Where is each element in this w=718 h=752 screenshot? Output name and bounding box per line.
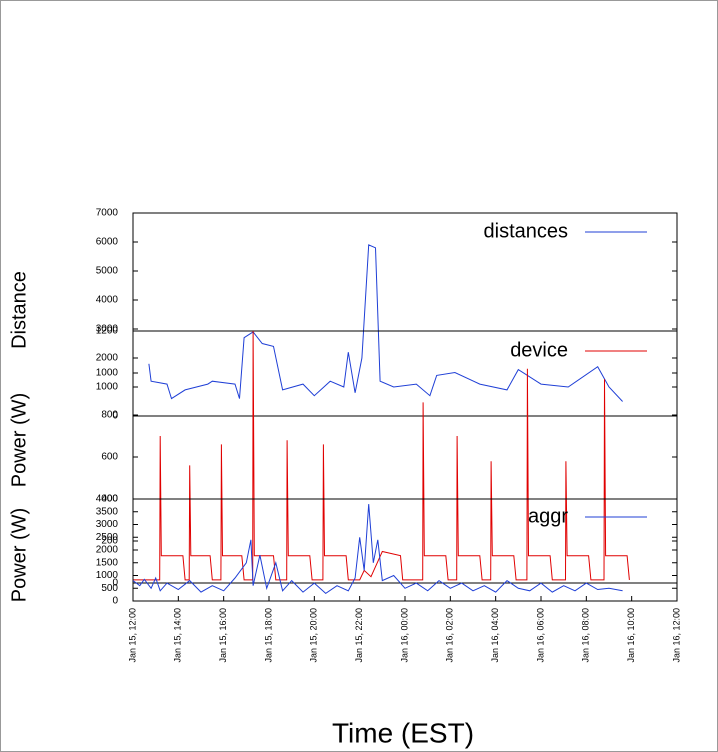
y-tick-label: 2000	[96, 353, 119, 364]
y-tick-label: 400	[101, 494, 118, 505]
x-tick-label: Jan 16, 06:00	[535, 608, 545, 663]
y-tick-label: 600	[101, 452, 118, 463]
series-line	[132, 504, 623, 595]
y-tick-label: 0	[112, 578, 118, 589]
y-tick-label: 3000	[96, 324, 119, 335]
legend-label: distances	[484, 220, 569, 242]
y-tick-label: 1000	[96, 382, 119, 393]
x-tick-label: Jan 16, 08:00	[581, 608, 591, 663]
x-axis-label: Time (EST)	[332, 717, 474, 748]
y-tick-label: 0	[112, 596, 118, 607]
legend-label: aggr	[528, 505, 568, 527]
series-line	[148, 244, 623, 402]
y-tick-label: 1000	[96, 570, 119, 581]
x-tick-label: Jan 15, 22:00	[354, 608, 364, 663]
x-tick-label: Jan 15, 12:00	[127, 608, 137, 663]
y-tick-label: 7000	[96, 208, 119, 219]
y-tick-label: 3500	[96, 506, 119, 517]
legend-label: device	[510, 339, 568, 361]
x-tick-label: Jan 16, 00:00	[399, 608, 409, 663]
y-tick-label: 1200	[96, 326, 119, 337]
x-tick-label: Jan 15, 18:00	[263, 608, 273, 663]
y-axis-label: Power (W)	[8, 508, 30, 602]
x-tick-label: Jan 16, 04:00	[490, 608, 500, 663]
y-tick-label: 1500	[96, 557, 119, 568]
plot-frame	[132, 212, 678, 417]
x-tick-label: Jan 15, 16:00	[218, 608, 228, 663]
y-axis-label: Distance	[8, 271, 30, 349]
x-tick-label: Jan 16, 10:00	[626, 608, 636, 663]
y-tick-label: 2000	[96, 545, 119, 556]
x-tick-label: Jan 15, 20:00	[309, 608, 319, 663]
x-tick-label: Jan 15, 14:00	[173, 608, 183, 663]
x-tick-label: Jan 16, 02:00	[445, 608, 455, 663]
y-tick-label: 4000	[96, 494, 119, 505]
x-tick-label: Jan 16, 12:00	[671, 608, 681, 663]
y-tick-label: 2500	[96, 532, 119, 543]
y-tick-label: 5000	[96, 266, 119, 277]
y-tick-label: 500	[101, 583, 118, 594]
y-axis-label: Power (W)	[8, 393, 30, 487]
y-tick-label: 200	[101, 536, 118, 547]
y-tick-label: 4000	[96, 295, 119, 306]
y-tick-label: 0	[112, 411, 118, 422]
series-line	[133, 330, 630, 581]
y-tick-label: 800	[101, 410, 118, 421]
y-tick-label: 3000	[96, 519, 119, 530]
y-tick-label: 1000	[96, 368, 119, 379]
y-tick-label: 6000	[96, 237, 119, 248]
